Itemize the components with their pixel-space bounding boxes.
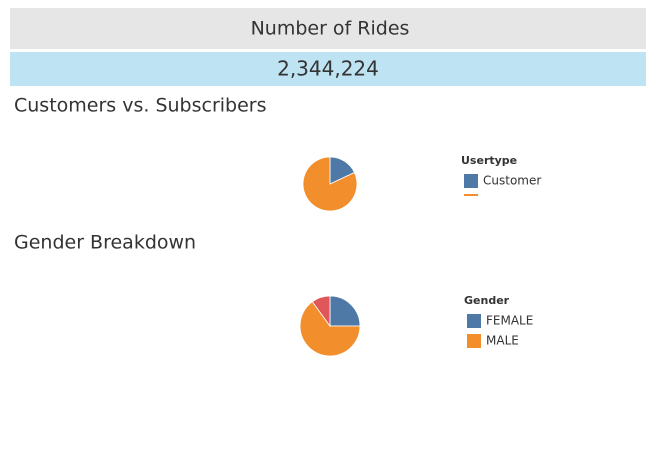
- legend-swatch: [467, 314, 481, 328]
- pie-slice: [299, 301, 361, 357]
- pie-slice: [329, 295, 361, 327]
- chart-title: Gender Breakdown: [14, 232, 196, 254]
- legend-label: FEMALE: [486, 314, 533, 328]
- legend-swatch: [464, 174, 478, 188]
- pie-slice: [311, 295, 331, 328]
- kpi-header: [10, 8, 646, 49]
- legend-swatch: [467, 334, 481, 348]
- legend-label: Customer: [483, 174, 541, 188]
- legend-title: Gender: [464, 294, 510, 307]
- pie-slice: [302, 156, 358, 212]
- legend-title: Usertype: [461, 154, 517, 167]
- legend-label: MALE: [486, 334, 519, 348]
- chart-title: Customers vs. Subscribers: [14, 95, 267, 117]
- kpi-value: 2,344,224: [277, 57, 379, 81]
- kpi-title: Number of Rides: [251, 18, 410, 40]
- kpi-band: [10, 52, 646, 86]
